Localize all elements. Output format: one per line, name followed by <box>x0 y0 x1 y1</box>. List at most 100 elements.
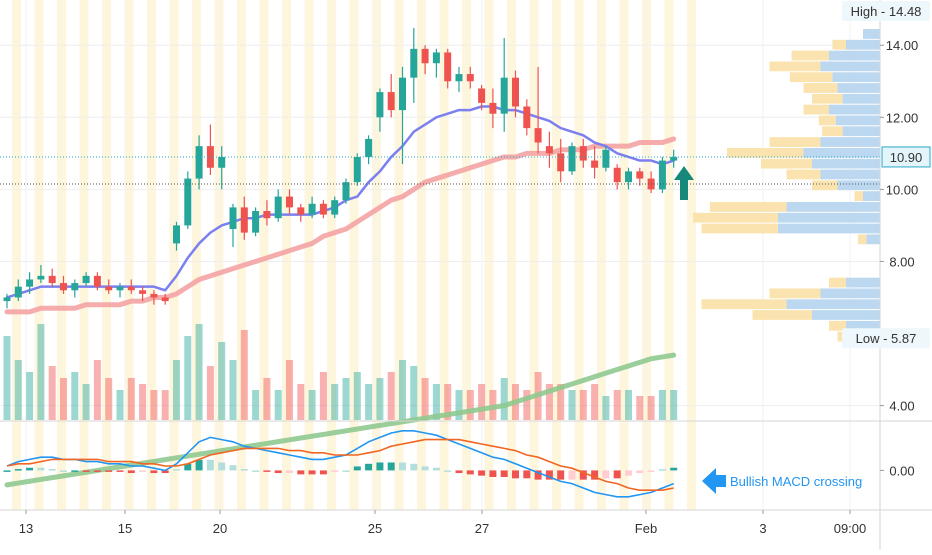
macd-histogram-bar <box>670 467 678 471</box>
macd-histogram-bar <box>376 462 384 471</box>
session-band <box>259 0 269 510</box>
macd-histogram-bar <box>71 470 79 472</box>
candle-body <box>274 196 282 219</box>
y-tick-label: 14.00 <box>886 38 919 53</box>
macd-histogram-bar <box>116 470 124 472</box>
candle-body <box>399 77 406 111</box>
macd-histogram-bar <box>48 469 56 471</box>
volume-profile-bar <box>863 29 880 39</box>
low-label: Low - 5.87 <box>842 328 930 349</box>
macd-histogram-bar <box>353 466 361 471</box>
candle-body <box>173 225 180 244</box>
volume-bar <box>71 372 79 420</box>
volume-bar <box>455 390 463 420</box>
candle-body <box>353 156 361 183</box>
macd-histogram-bar <box>602 470 610 479</box>
session-band <box>484 0 494 510</box>
macd-histogram-bar <box>489 470 497 477</box>
volume-profile-bar <box>837 180 880 191</box>
candle-body <box>342 182 350 201</box>
candle-body <box>478 88 486 103</box>
x-tick-label: 09:00 <box>834 521 867 536</box>
candle-body <box>48 275 56 284</box>
volume-bar <box>26 372 34 420</box>
candle-body <box>150 293 158 298</box>
volume-bar <box>184 336 192 420</box>
session-band <box>439 0 449 510</box>
volume-profile-bar <box>812 93 843 104</box>
candle-body <box>195 146 203 179</box>
volume-bar <box>365 384 373 420</box>
macd-histogram-bar <box>319 470 327 475</box>
session-band <box>687 0 696 510</box>
macd-histogram-bar <box>523 470 531 479</box>
session-band <box>574 0 584 510</box>
macd-histogram-bar <box>568 470 576 480</box>
candle-body <box>161 297 169 302</box>
candle-body <box>636 171 644 179</box>
y-tick-label: 4.00 <box>889 399 914 414</box>
y-tick-label: 12.00 <box>886 110 919 125</box>
session-band <box>529 0 539 510</box>
volume-bar <box>625 390 632 420</box>
macd-histogram-bar <box>591 470 599 480</box>
volume-profile-bar <box>786 299 880 310</box>
candle-body <box>82 275 90 284</box>
candle-body <box>376 92 384 118</box>
session-band <box>462 0 471 510</box>
volume-profile-bar <box>820 169 880 180</box>
macd-histogram-bar <box>387 462 395 471</box>
volume-profile-bar <box>693 212 778 223</box>
macd-histogram-bar <box>139 470 147 472</box>
session-band <box>597 0 606 510</box>
volume-profile-bar <box>863 191 880 201</box>
volume-bar <box>37 324 45 420</box>
volume-profile-bar <box>752 310 812 320</box>
candle-body <box>534 128 542 143</box>
volume-profile-bar <box>842 126 880 137</box>
volume-profile-bar <box>846 39 880 50</box>
volume-profile-bar <box>769 288 821 299</box>
macd-histogram-bar <box>500 470 508 477</box>
volume-bar <box>82 384 90 420</box>
candle-body <box>14 286 22 298</box>
x-tick-label: 15 <box>118 521 132 536</box>
candle-body <box>331 200 339 215</box>
session-band <box>102 0 111 510</box>
x-tick-label: 13 <box>19 521 33 536</box>
volume-profile-bar <box>857 234 867 245</box>
volume-bar <box>218 342 226 420</box>
volume-bar <box>14 360 22 420</box>
volume-profile <box>693 29 880 342</box>
session-band <box>664 0 674 510</box>
candle-body <box>466 74 474 82</box>
volume-bar <box>308 390 316 420</box>
volume-profile-bar <box>803 147 880 158</box>
macd-histogram-bar <box>625 470 632 476</box>
macd-histogram-bar <box>557 470 565 480</box>
macd-histogram-bar <box>534 470 542 480</box>
macd-histogram-bar <box>636 470 644 474</box>
session-band <box>12 0 21 510</box>
volume-bar <box>342 378 350 420</box>
candlesticks <box>3 27 678 309</box>
volume-bar <box>421 378 429 420</box>
volume-bar <box>387 372 395 420</box>
volume-profile-bar <box>829 50 880 61</box>
candle-body <box>252 211 260 233</box>
volume-profile-bar <box>835 115 880 126</box>
left-arrow-icon <box>702 468 726 494</box>
macd-histogram-bar <box>93 470 101 472</box>
candle-body <box>500 77 508 114</box>
candle-body <box>297 207 305 215</box>
macd-histogram-bar <box>658 469 666 471</box>
macd-histogram-bar <box>82 470 90 472</box>
volume-bar <box>613 390 621 420</box>
volume-profile-bar <box>710 201 787 212</box>
session-band <box>192 0 201 510</box>
volume-bar <box>670 390 678 420</box>
volume-bar <box>658 390 666 420</box>
volume-profile-bar <box>837 83 880 93</box>
